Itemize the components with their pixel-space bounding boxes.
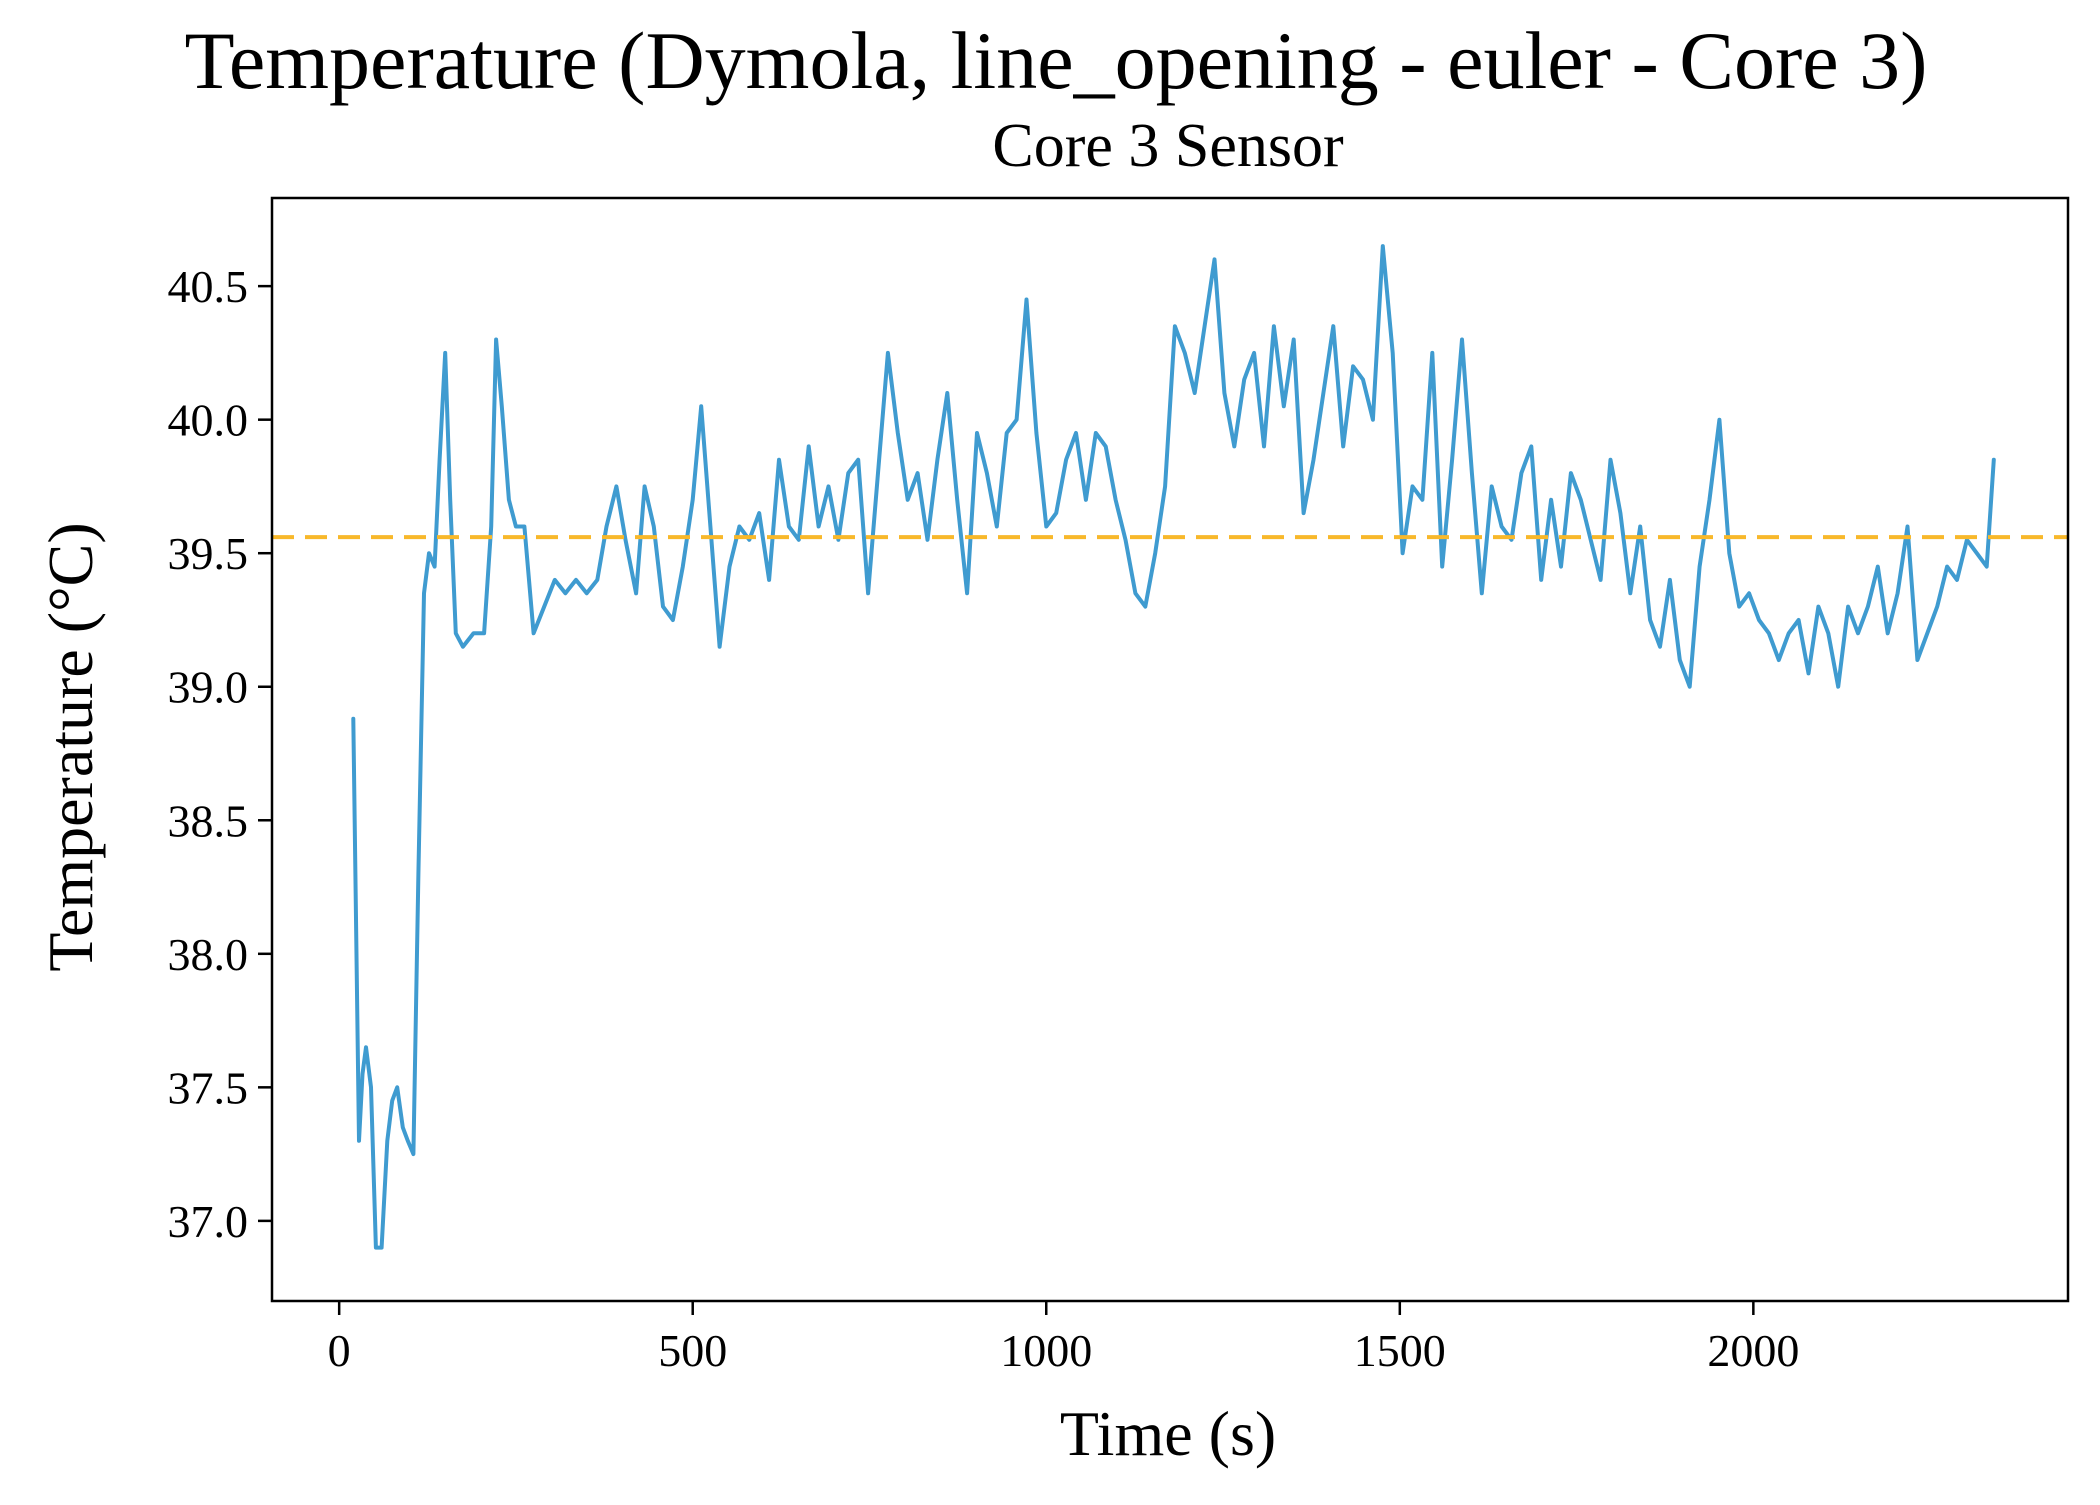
y-tick-label: 37.0 (168, 1196, 249, 1247)
y-axis: 37.0 37.5 38.0 38.5 39.0 39.5 40.0 40.5 (168, 261, 272, 1247)
series-line (351, 244, 1996, 1250)
x-tick-label: 1000 (1000, 1325, 1092, 1376)
x-tick-label: 2000 (1707, 1325, 1799, 1376)
x-axis: 0 500 1000 1500 2000 (328, 1301, 1799, 1376)
y-tick-label: 39.0 (168, 662, 249, 713)
axes-frame (270, 196, 2070, 1303)
y-tick-label: 37.5 (168, 1062, 249, 1113)
y-tick-label: 40.5 (168, 261, 249, 312)
x-tick-label: 0 (328, 1325, 351, 1376)
chart-title: Temperature (Dymola, line_opening - eule… (185, 15, 1928, 106)
y-tick-label: 38.5 (168, 795, 249, 846)
y-tick-label: 39.5 (168, 528, 249, 579)
y-axis-label: Temperature (°C) (35, 522, 106, 971)
plot-area (272, 244, 2068, 1250)
y-tick-label: 40.0 (168, 395, 249, 446)
x-tick-label: 1500 (1354, 1325, 1446, 1376)
y-tick-label: 38.0 (168, 929, 249, 980)
x-tick-label: 500 (658, 1325, 727, 1376)
chart-subtitle: Core 3 Sensor (992, 112, 1344, 180)
x-axis-label: Time (s) (1060, 1398, 1276, 1469)
